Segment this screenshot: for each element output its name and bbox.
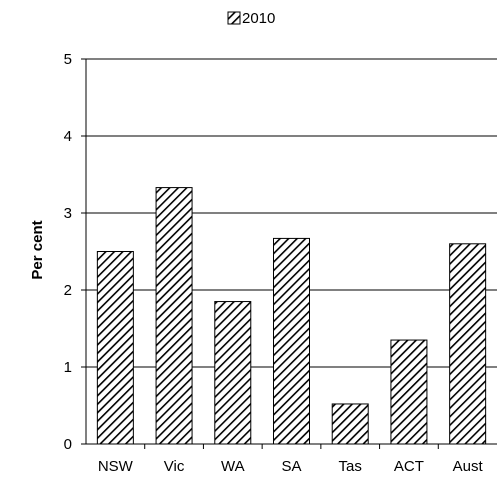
x-tick-labels: NSW Vic WA SA Tas ACT Aust bbox=[98, 458, 484, 475]
x-tick-label: NSW bbox=[98, 458, 134, 475]
y-tick-labels: 0 1 2 3 4 5 bbox=[64, 51, 72, 453]
bar-sa bbox=[273, 237, 310, 445]
x-tick-label: Aust bbox=[453, 458, 484, 475]
y-tick-label: 0 bbox=[64, 436, 72, 453]
y-tick-label: 5 bbox=[64, 51, 72, 68]
gridlines bbox=[86, 58, 497, 368]
x-tick-label: SA bbox=[281, 458, 301, 475]
x-tick-label: Tas bbox=[339, 458, 362, 475]
legend-swatch bbox=[227, 11, 241, 25]
bar-aust bbox=[449, 243, 487, 445]
bars bbox=[96, 187, 487, 445]
bar-vic bbox=[155, 187, 193, 445]
bar-act bbox=[390, 339, 428, 445]
y-tick-label: 1 bbox=[64, 359, 72, 376]
axes bbox=[81, 58, 497, 449]
bar-nsw bbox=[96, 251, 134, 445]
legend: 2010 bbox=[227, 10, 275, 27]
bar-wa bbox=[214, 301, 252, 445]
y-tick-label: 3 bbox=[64, 205, 72, 222]
x-tick-label: WA bbox=[221, 458, 245, 475]
y-tick-label: 2 bbox=[64, 282, 72, 299]
x-tick-label: ACT bbox=[394, 458, 424, 475]
bar-tas bbox=[331, 403, 369, 445]
y-axis-label: Per cent bbox=[29, 220, 46, 279]
y-tick-label: 4 bbox=[64, 128, 72, 145]
legend-label: 2010 bbox=[242, 10, 275, 27]
x-tick-label: Vic bbox=[164, 458, 185, 475]
